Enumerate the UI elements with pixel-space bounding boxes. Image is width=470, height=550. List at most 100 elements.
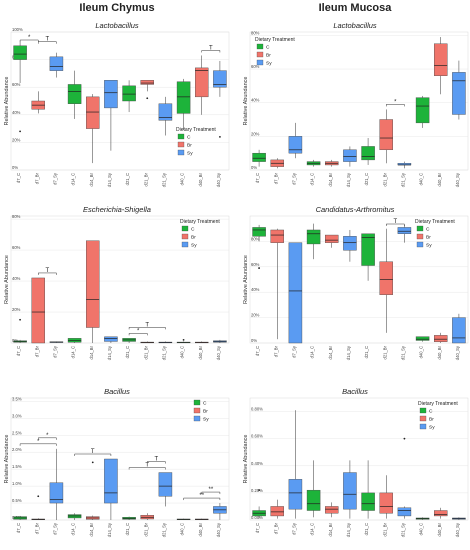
legend-swatch-sy (416, 241, 424, 248)
chart-panels: Lactobacillus 0% 20% 40% 60% 80% 100% Relative … (4, 21, 469, 537)
legend: Dietary Treatment C Br Sy (415, 219, 455, 249)
box-d21_Sy (397, 507, 412, 517)
box-d14_Br (325, 234, 339, 243)
box-d21_Br (379, 119, 393, 151)
box-d40_Br (434, 43, 448, 76)
x-tick-label: d21_Br (382, 345, 387, 359)
box-d7_C (13, 45, 27, 60)
x-tick-label: d7_Sy (291, 345, 296, 358)
legend-swatch-sy (181, 241, 189, 248)
box-d40_Br (434, 510, 448, 517)
x-tick-label: d40_Sy (216, 522, 221, 537)
box-d40_Sy (213, 70, 227, 88)
x-tick-label: d40_Br (437, 522, 442, 536)
plot-area (10, 31, 230, 171)
box-d14_Br (86, 96, 100, 129)
x-tick-label: d14_C (310, 523, 315, 535)
box-d21_Sy (158, 472, 173, 497)
chart-panel-1: Lactobacillus0%20%40%60%80%100%Relative … (4, 21, 230, 187)
y-tick-label: 1.5% (12, 464, 22, 469)
y-tick-label: 0% (251, 165, 257, 170)
legend-label: C (187, 135, 191, 141)
plot-area (249, 215, 469, 344)
legend-swatch-sy (177, 149, 185, 156)
outlier-point (19, 130, 21, 133)
x-tick-label: d7_Sy (52, 522, 57, 535)
outlier-point (219, 135, 221, 138)
y-tick-label: 40% (12, 276, 21, 281)
outlier-point (37, 495, 40, 498)
x-tick-label: d40_Br (437, 345, 442, 359)
x-tick-label: d14_C (71, 173, 76, 185)
significance-bracket (201, 50, 221, 53)
box-d14_Sy (343, 149, 357, 162)
x-tick-label: d21_Sy (400, 172, 405, 187)
legend-label: Sy (429, 425, 435, 431)
box-d7_Br (31, 277, 45, 344)
outlier-point (146, 97, 149, 100)
significance-bracket (128, 327, 166, 330)
x-tick-label: d40_Sy (455, 172, 460, 187)
x-tick-label: d14_C (71, 523, 76, 535)
y-axis-label: Relative Abundance (4, 77, 10, 126)
x-tick-label: d21_C (125, 346, 130, 358)
box-d14_Sy (104, 80, 118, 109)
box-d14_C (306, 229, 321, 245)
x-tick-label: d14_Sy (107, 522, 112, 537)
x-tick-label: d7_Sy (291, 522, 296, 535)
x-tick-label: d40_C (180, 523, 185, 535)
y-tick-label: 0.00% (251, 515, 263, 520)
significance-label: * (394, 99, 397, 105)
legend-swatch-br (416, 233, 424, 240)
x-tick-label: d14_C (310, 346, 315, 358)
legend-label: Sy (187, 151, 193, 157)
significance-bracket (74, 453, 112, 456)
x-tick-label: d7_Br (34, 522, 39, 534)
x-tick-label: d14_Sy (107, 345, 112, 360)
significance-bracket (19, 443, 57, 446)
legend-title: Dietary Treatment (180, 219, 220, 225)
significance-bracket (183, 497, 221, 501)
y-tick-label: 1.0% (12, 481, 22, 486)
box-d14_Sy (343, 236, 357, 251)
outlier-point (258, 489, 260, 492)
x-tick-label: d21_Br (143, 345, 148, 359)
significance-label: * (28, 35, 31, 41)
y-tick-label: 20% (12, 307, 21, 312)
significance-bracket (19, 39, 39, 42)
significance-label: ** (208, 487, 213, 493)
x-tick-label: d7_C (16, 173, 21, 183)
legend: Dietary Treatment C Br Sy (180, 219, 220, 249)
x-tick-label: d7_Br (273, 172, 278, 184)
x-tick-label: d40_Br (198, 522, 203, 536)
legend-label: Br (191, 235, 196, 241)
legend-swatch-br (181, 233, 189, 240)
y-tick-label: 60% (12, 245, 21, 250)
x-tick-label: d14_Sy (346, 172, 351, 187)
column-title-ileum-chymus: Ileum Chymus (79, 2, 154, 14)
y-axis-label: Relative Abundance (243, 435, 249, 484)
panel-title: Candidatus-Arthromitus (316, 205, 395, 214)
significance-label: * (46, 433, 49, 439)
y-tick-label: 40% (12, 110, 21, 115)
legend-label: Sy (426, 243, 432, 249)
x-tick-label: d7_C (16, 523, 21, 533)
y-tick-label: 3.0% (12, 413, 22, 418)
box-d7_Sy (288, 242, 303, 344)
x-tick-label: d21_Br (382, 522, 387, 536)
significance-label: T (145, 463, 149, 469)
y-tick-label: 0.40% (251, 461, 263, 466)
chart-panel-6: Bacillus 0.00% 0.20% 0.40% 0.60% 0.80% Relativ… (243, 387, 469, 537)
box-d40_Br (434, 335, 448, 342)
x-tick-label: d21_Sy (161, 522, 166, 537)
box-d7_Sy (288, 479, 303, 510)
legend-swatch-sy (256, 59, 264, 66)
x-tick-label: d40_C (419, 346, 424, 358)
legend-title: Dietary Treatment (176, 127, 216, 133)
y-tick-label: 0% (251, 338, 257, 343)
y-axis-label: Relative Abundance (243, 255, 249, 304)
y-tick-label: 80% (12, 214, 21, 219)
box-d14_Br (325, 506, 339, 514)
box-d14_Sy (104, 336, 118, 342)
x-tick-label: d7_Sy (291, 172, 296, 185)
